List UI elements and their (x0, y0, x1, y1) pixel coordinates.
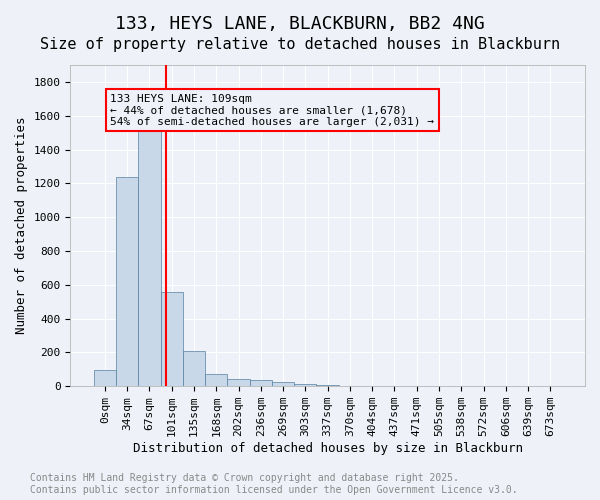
Bar (116, 178, 138, 386)
Bar (250, 380, 272, 386)
Text: Size of property relative to detached houses in Blackburn: Size of property relative to detached ho… (40, 38, 560, 52)
Bar (294, 384, 316, 386)
Bar (272, 382, 294, 386)
Y-axis label: Number of detached properties: Number of detached properties (15, 117, 28, 334)
Bar (94, 370, 116, 386)
X-axis label: Distribution of detached houses by size in Blackburn: Distribution of detached houses by size … (133, 442, 523, 455)
Bar (205, 374, 227, 386)
Bar (316, 385, 339, 386)
Bar (138, 99, 161, 386)
Bar (227, 378, 250, 386)
Bar (183, 350, 205, 386)
Text: Contains HM Land Registry data © Crown copyright and database right 2025.
Contai: Contains HM Land Registry data © Crown c… (30, 474, 518, 495)
Text: 133, HEYS LANE, BLACKBURN, BB2 4NG: 133, HEYS LANE, BLACKBURN, BB2 4NG (115, 15, 485, 33)
Text: 133 HEYS LANE: 109sqm
← 44% of detached houses are smaller (1,678)
54% of semi-d: 133 HEYS LANE: 109sqm ← 44% of detached … (110, 94, 434, 127)
Bar (161, 292, 183, 386)
